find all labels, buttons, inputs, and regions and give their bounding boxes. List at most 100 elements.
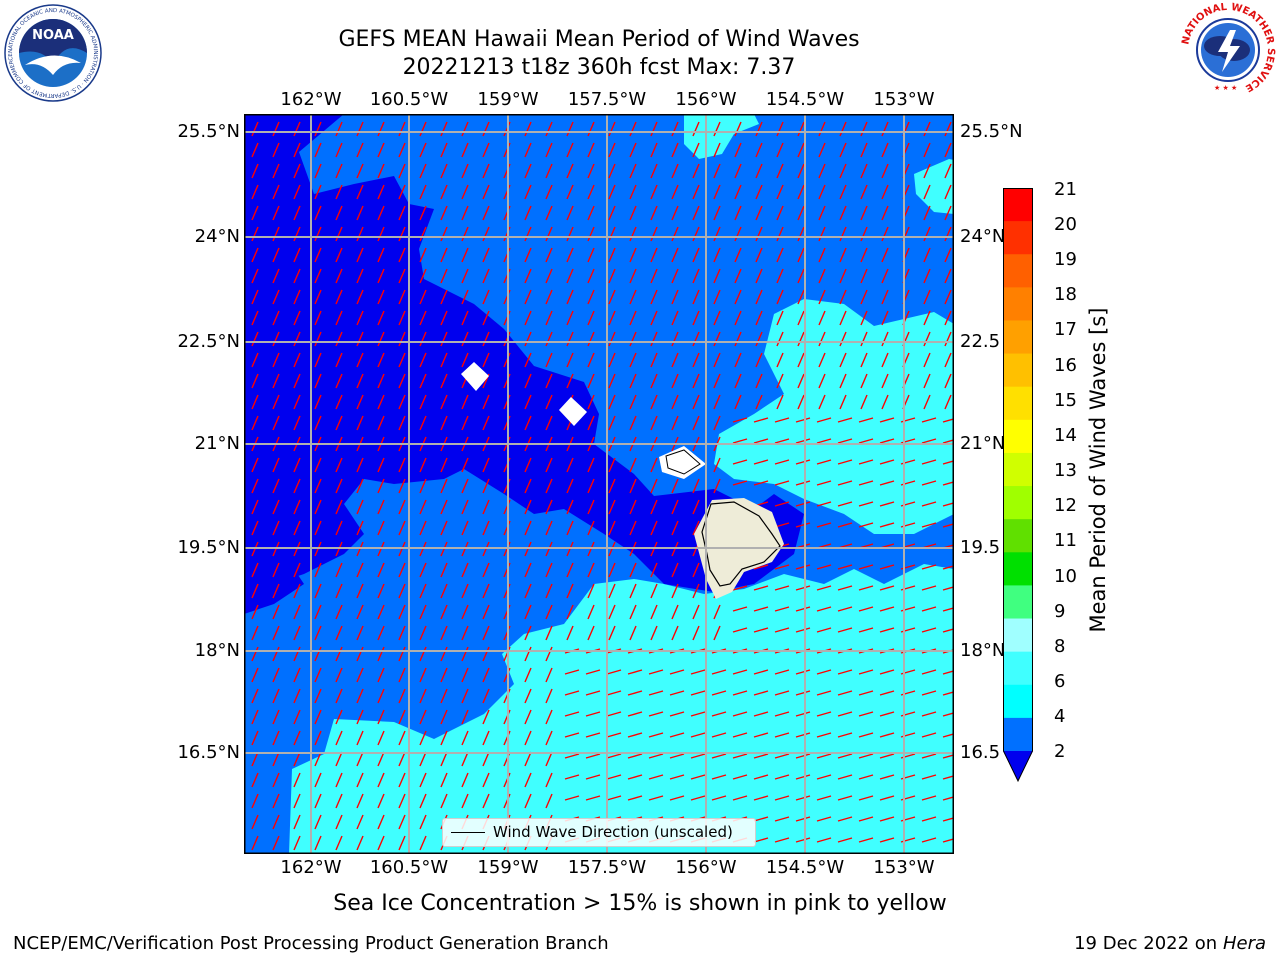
wind-wave-arrow bbox=[482, 646, 490, 662]
wind-wave-arrow bbox=[524, 562, 532, 578]
wind-wave-arrow bbox=[524, 373, 532, 389]
wind-wave-arrow bbox=[881, 142, 889, 158]
wind-wave-arrow bbox=[566, 142, 574, 158]
wind-wave-arrow bbox=[419, 163, 427, 179]
wind-wave-arrow bbox=[461, 394, 469, 410]
wind-wave-arrow bbox=[314, 751, 322, 767]
wind-wave-arrow bbox=[797, 226, 805, 242]
wind-wave-arrow bbox=[482, 142, 490, 158]
wind-wave-arrow bbox=[293, 625, 301, 641]
wind-wave-arrow bbox=[585, 669, 601, 675]
wind-wave-arrow bbox=[272, 583, 280, 599]
colorbar-segment bbox=[1003, 452, 1033, 487]
wind-wave-arrow bbox=[272, 499, 280, 515]
wind-wave-arrow bbox=[608, 499, 616, 515]
wind-wave-arrow bbox=[627, 711, 643, 717]
wind-wave-arrow bbox=[314, 373, 322, 389]
wind-wave-arrow bbox=[755, 352, 763, 368]
colorbar-segment bbox=[1003, 684, 1033, 719]
wind-wave-arrow bbox=[858, 795, 874, 801]
wind-wave-arrow bbox=[650, 478, 658, 494]
wind-wave-arrow bbox=[734, 142, 742, 158]
wind-wave-arrow bbox=[837, 753, 853, 759]
wind-wave-arrow bbox=[942, 523, 954, 528]
wind-wave-arrow bbox=[942, 460, 954, 465]
wind-wave-arrow bbox=[335, 184, 343, 200]
wind-wave-arrow bbox=[482, 604, 490, 620]
wind-wave-arrow bbox=[398, 688, 406, 704]
wind-wave-arrow bbox=[524, 772, 532, 788]
wind-wave-arrow bbox=[440, 583, 448, 599]
wind-wave-arrow bbox=[251, 121, 259, 137]
wind-wave-arrow bbox=[440, 331, 448, 347]
wind-wave-arrow bbox=[419, 247, 427, 263]
wind-wave-arrow bbox=[251, 163, 259, 179]
wind-wave-arrow bbox=[272, 457, 280, 473]
wind-wave-arrow bbox=[335, 205, 343, 221]
wind-wave-arrow bbox=[816, 774, 832, 780]
wind-wave-arrow bbox=[356, 457, 364, 473]
wind-wave-arrow bbox=[461, 793, 469, 809]
wind-wave-arrow bbox=[461, 709, 469, 725]
wind-wave-arrow bbox=[356, 310, 364, 326]
wind-wave-arrow bbox=[755, 142, 763, 158]
wind-wave-arrow bbox=[356, 499, 364, 515]
wind-wave-arrow bbox=[839, 226, 847, 242]
wind-wave-arrow bbox=[251, 835, 259, 851]
wind-wave-arrow bbox=[816, 417, 832, 423]
colorbar-segment bbox=[1003, 254, 1033, 288]
wind-wave-arrow bbox=[690, 795, 706, 801]
wind-wave-arrow bbox=[818, 163, 826, 179]
wind-wave-arrow bbox=[587, 142, 595, 158]
wind-wave-arrow bbox=[606, 753, 622, 759]
wind-wave-arrow bbox=[356, 163, 364, 179]
wind-wave-arrow bbox=[923, 289, 931, 305]
wind-wave-arrow bbox=[753, 816, 769, 822]
wind-wave-arrow bbox=[587, 520, 595, 536]
wind-wave-arrow bbox=[881, 121, 889, 137]
wind-wave-arrow bbox=[293, 667, 301, 683]
wind-wave-arrow bbox=[293, 268, 301, 284]
wind-wave-arrow bbox=[440, 751, 448, 767]
wind-wave-arrow bbox=[755, 121, 763, 137]
wind-wave-arrow bbox=[272, 625, 280, 641]
wind-wave-arrow bbox=[608, 226, 616, 242]
wind-wave-arrow bbox=[608, 121, 616, 137]
period-4-6-region bbox=[289, 564, 954, 854]
wind-wave-arrow bbox=[671, 520, 679, 536]
wind-wave-arrow bbox=[608, 604, 616, 620]
wind-wave-arrow bbox=[650, 562, 658, 578]
wind-wave-arrow bbox=[272, 709, 280, 725]
wind-wave-arrow bbox=[881, 226, 889, 242]
wind-wave-arrow bbox=[440, 268, 448, 284]
chart-title: GEFS MEAN Hawaii Mean Period of Wind Wav… bbox=[338, 27, 860, 52]
wind-wave-arrow bbox=[482, 184, 490, 200]
colorbar-tick-label: 16 bbox=[1054, 355, 1077, 376]
wind-wave-arrow bbox=[293, 457, 301, 473]
wind-wave-arrow bbox=[377, 121, 385, 137]
wind-wave-arrow bbox=[944, 247, 952, 263]
map-legend: Wind Wave Direction (unscaled) bbox=[442, 818, 756, 847]
wind-wave-arrow bbox=[461, 751, 469, 767]
colorbar-segment bbox=[1003, 386, 1033, 421]
lat-label-right: 18°N bbox=[960, 640, 1006, 661]
wind-wave-arrow bbox=[356, 583, 364, 599]
wind-wave-arrow bbox=[461, 478, 469, 494]
map-panel bbox=[244, 114, 954, 854]
wind-wave-arrow bbox=[755, 394, 763, 410]
wind-wave-arrow bbox=[881, 163, 889, 179]
wind-wave-arrow bbox=[335, 247, 343, 263]
wind-wave-arrow bbox=[650, 163, 658, 179]
wind-wave-arrow bbox=[650, 520, 658, 536]
wind-wave-arrow bbox=[398, 667, 406, 683]
wind-wave-arrow bbox=[944, 373, 952, 389]
wind-wave-arrow bbox=[627, 795, 643, 801]
wind-wave-arrow bbox=[398, 499, 406, 515]
wind-wave-arrow bbox=[272, 163, 280, 179]
wind-wave-arrow bbox=[942, 439, 954, 444]
wind-wave-arrow bbox=[440, 310, 448, 326]
wind-wave-arrow bbox=[356, 835, 364, 851]
wind-wave-arrow bbox=[921, 585, 937, 591]
chart-subtitle: 20221213 t18z 360h fcst Max: 7.37 bbox=[402, 55, 796, 80]
wind-wave-arrow bbox=[482, 562, 490, 578]
